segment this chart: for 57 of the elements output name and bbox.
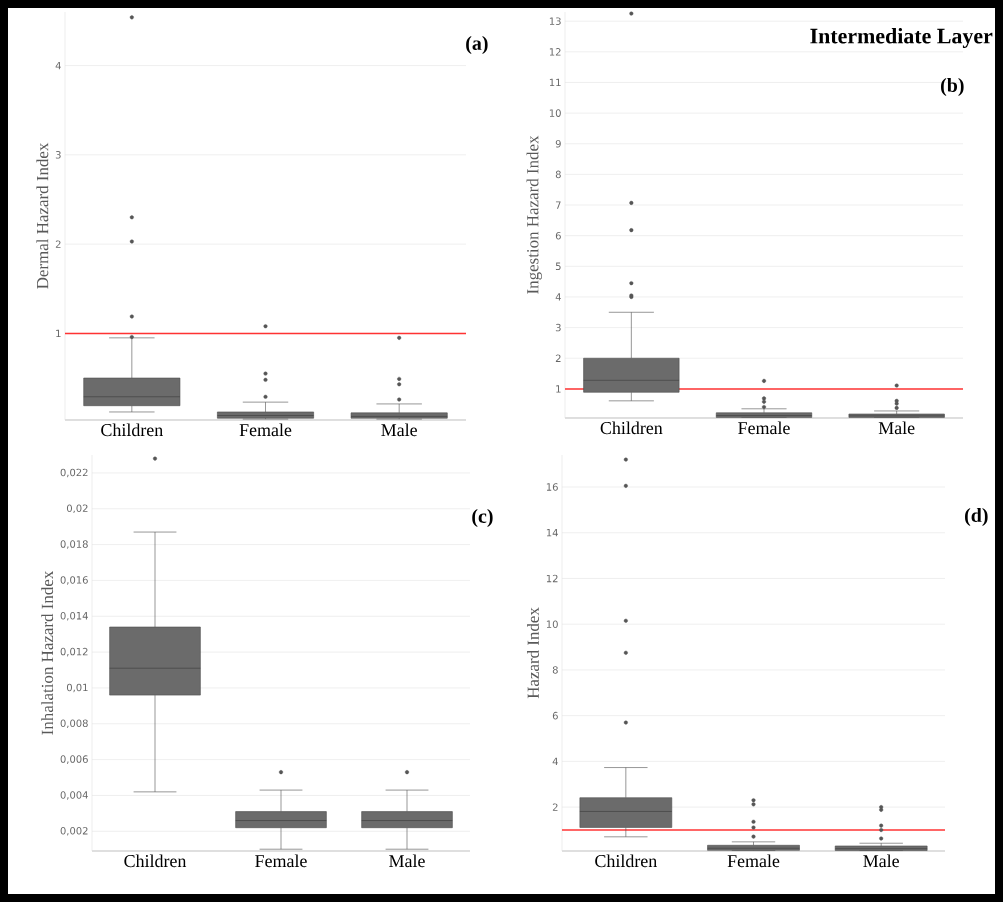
x-tick-label: Male xyxy=(863,854,899,868)
y-tick-label: 7 xyxy=(555,201,561,209)
y-tick-label: 10 xyxy=(549,109,561,117)
y-tick-label: 5 xyxy=(555,262,561,271)
y-tick-label: 0,018 xyxy=(60,540,88,549)
y-tick-label: 6 xyxy=(555,231,561,240)
annotation: (b) xyxy=(941,77,964,97)
y-tick-label: 4 xyxy=(555,293,561,301)
x-tick-label: Female xyxy=(255,854,307,868)
x-tick-label: Male xyxy=(381,423,417,437)
y-tick-label: 12 xyxy=(549,48,561,56)
y-tick-label: 0,02 xyxy=(66,504,88,514)
y-tick-label: 8 xyxy=(555,170,561,179)
text: Intermediate Layer xyxy=(810,28,993,48)
y-tick-label: 1 xyxy=(556,385,561,393)
y-tick-label: 13 xyxy=(549,17,561,25)
y-tick-label: 0,002 xyxy=(60,827,88,836)
y-axis-title: Inhalation Hazard Index xyxy=(41,570,54,735)
y-tick-label: 2 xyxy=(552,803,558,811)
x-tick-label: Female xyxy=(239,423,292,437)
x-tick-label: Male xyxy=(878,421,915,435)
y-tick-label: 6 xyxy=(552,711,558,720)
y-axis-title: Hazard Index xyxy=(527,607,539,699)
y-tick-label: 9 xyxy=(555,139,561,148)
x-tick-label: Female xyxy=(727,854,780,868)
x-tick-label: Children xyxy=(600,421,663,435)
y-tick-label: 12 xyxy=(546,574,558,583)
y-tick-label: 0,014 xyxy=(60,611,88,621)
y-tick-label: 14 xyxy=(546,529,558,537)
y-tick-label: 4 xyxy=(55,61,61,70)
y-tick-label: 3 xyxy=(55,151,61,159)
y-tick-label: 8 xyxy=(552,666,558,674)
x-tick-label: Children xyxy=(124,854,187,868)
x-tick-label: Female xyxy=(738,421,790,435)
y-tick-label: 2 xyxy=(55,240,61,248)
y-tick-label: 1 xyxy=(56,329,61,338)
x-tick-label: Children xyxy=(595,854,657,868)
y-tick-label: 0,004 xyxy=(60,791,88,800)
y-tick-label: 16 xyxy=(546,483,558,491)
x-tick-label: Male xyxy=(389,854,425,868)
y-tick-label: 11 xyxy=(549,78,561,87)
text: (a) xyxy=(466,35,488,55)
y-tick-label: 0,016 xyxy=(60,576,88,585)
y-tick-label: 3 xyxy=(555,323,561,332)
text: (d) xyxy=(965,507,988,527)
y-tick-label: 0,006 xyxy=(60,755,88,764)
y-axis-title: Dermal Hazard Index xyxy=(36,142,49,289)
x-tick-label: Children xyxy=(101,423,163,437)
y-tick-label: 4 xyxy=(552,757,558,766)
y-axis-title: Ingestion Hazard Index xyxy=(526,135,542,294)
y-tick-label: 0,022 xyxy=(60,468,88,478)
text: (c) xyxy=(472,508,493,528)
y-tick-label: 0,012 xyxy=(60,647,88,657)
y-tick-label: 0,01 xyxy=(66,683,88,693)
y-tick-label: 2 xyxy=(555,354,561,362)
y-tick-label: 0,008 xyxy=(60,719,88,729)
y-tick-label: 10 xyxy=(546,620,558,628)
